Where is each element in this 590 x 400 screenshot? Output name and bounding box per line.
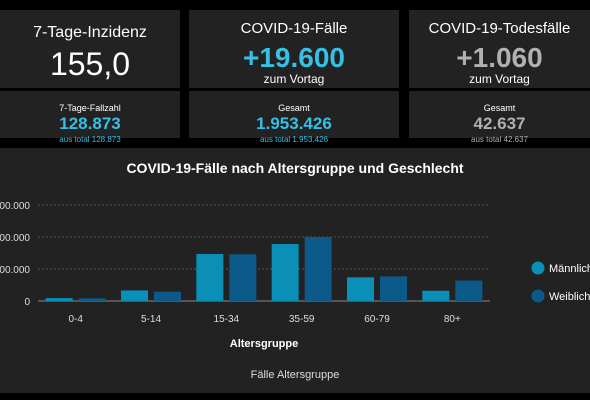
- cases-total-caption: aus total 1.953.426: [259, 135, 329, 144]
- y-tick-label: 100.000: [0, 265, 30, 276]
- x-axis-label: Altersgruppe: [230, 338, 298, 350]
- deaths-card-bottom: Gesamt 42.637 aus total 42.637: [409, 90, 590, 144]
- chart-footer: Fälle Altersgruppe: [251, 369, 340, 381]
- bar-male-15-34: [196, 253, 224, 301]
- bar-male-35-59: [271, 244, 299, 301]
- y-tick-label: 200.000: [0, 233, 30, 244]
- deaths-card-top: COVID-19-Todesfälle +1.060 zum Vortag: [409, 10, 590, 88]
- case-count-total: aus total 128.873: [59, 135, 121, 144]
- y-tick-label: 0: [24, 297, 30, 308]
- divider: [0, 88, 180, 90]
- deaths-total-caption: aus total 42.637: [471, 135, 528, 144]
- bar-female-35-59: [304, 237, 332, 301]
- legend-label: Weiblich: [549, 291, 590, 303]
- bar-female-60-79: [380, 276, 407, 301]
- cases-card: COVID-19-Fälle +19.600 zum Vortag Gesamt…: [189, 10, 399, 144]
- cases-card-bottom: Gesamt 1.953.426 aus total 1.953.426: [189, 90, 399, 144]
- deaths-total-label: Gesamt: [483, 103, 516, 113]
- x-tick-label: 60-79: [364, 314, 390, 325]
- case-count-value: 128.873: [59, 114, 121, 133]
- chart-panel: COVID-19-Fälle nach Altersgruppe und Ges…: [0, 148, 590, 393]
- incidence-card-bottom: 7-Tage-Fallzahl 128.873 aus total 128.87…: [0, 90, 180, 144]
- x-tick-label: 5-14: [141, 314, 161, 325]
- legend-swatch-female: [531, 289, 545, 303]
- chart-title: COVID-19-Fälle nach Altersgruppe und Ges…: [126, 160, 463, 176]
- deaths-delta-value: +1.060: [456, 42, 543, 73]
- age-gender-chart: COVID-19-Fälle nach Altersgruppe und Ges…: [0, 160, 590, 381]
- x-tick-label: 15-34: [214, 314, 240, 325]
- bar-male-5-14: [121, 290, 148, 301]
- case-count-label: 7-Tage-Fallzahl: [59, 103, 121, 113]
- deaths-total-value: 42.637: [473, 114, 526, 133]
- bar-male-60-79: [347, 277, 374, 301]
- bar-male-80+: [422, 290, 450, 301]
- cases-card-top: COVID-19-Fälle +19.600 zum Vortag: [189, 10, 399, 88]
- divider: [189, 88, 399, 90]
- incidence-value: 155,0: [49, 46, 131, 82]
- cases-title: COVID-19-Fälle: [240, 20, 348, 37]
- cases-total-label: Gesamt: [278, 103, 310, 113]
- deaths-title: COVID-19-Todesfälle: [428, 20, 571, 37]
- deaths-delta-caption: zum Vortag: [469, 72, 530, 86]
- cases-delta-caption: zum Vortag: [263, 72, 325, 86]
- x-tick-label: 80+: [444, 314, 461, 325]
- bar-female-80+: [455, 280, 483, 301]
- y-tick-label: 300.000: [0, 201, 30, 212]
- x-tick-label: 35-59: [289, 314, 315, 325]
- bar-female-5-14: [154, 291, 181, 301]
- bar-female-0-4: [78, 298, 106, 301]
- incidence-card: 7-Tage-Inzidenz 155,0 7-Tage-Fallzahl 12…: [0, 10, 180, 144]
- incidence-title: 7-Tage-Inzidenz: [33, 24, 147, 41]
- divider: [409, 88, 590, 90]
- legend-swatch-male: [531, 261, 545, 275]
- incidence-card-top: 7-Tage-Inzidenz 155,0: [0, 10, 180, 88]
- cases-delta-value: +19.600: [243, 42, 345, 73]
- x-tick-label: 0-4: [68, 314, 83, 325]
- bar-male-0-4: [45, 298, 73, 301]
- bar-female-15-34: [229, 254, 257, 301]
- cases-total-value: 1.953.426: [256, 114, 332, 133]
- deaths-card: COVID-19-Todesfälle +1.060 zum Vortag Ge…: [409, 10, 590, 144]
- legend-label: Männlich: [549, 263, 590, 275]
